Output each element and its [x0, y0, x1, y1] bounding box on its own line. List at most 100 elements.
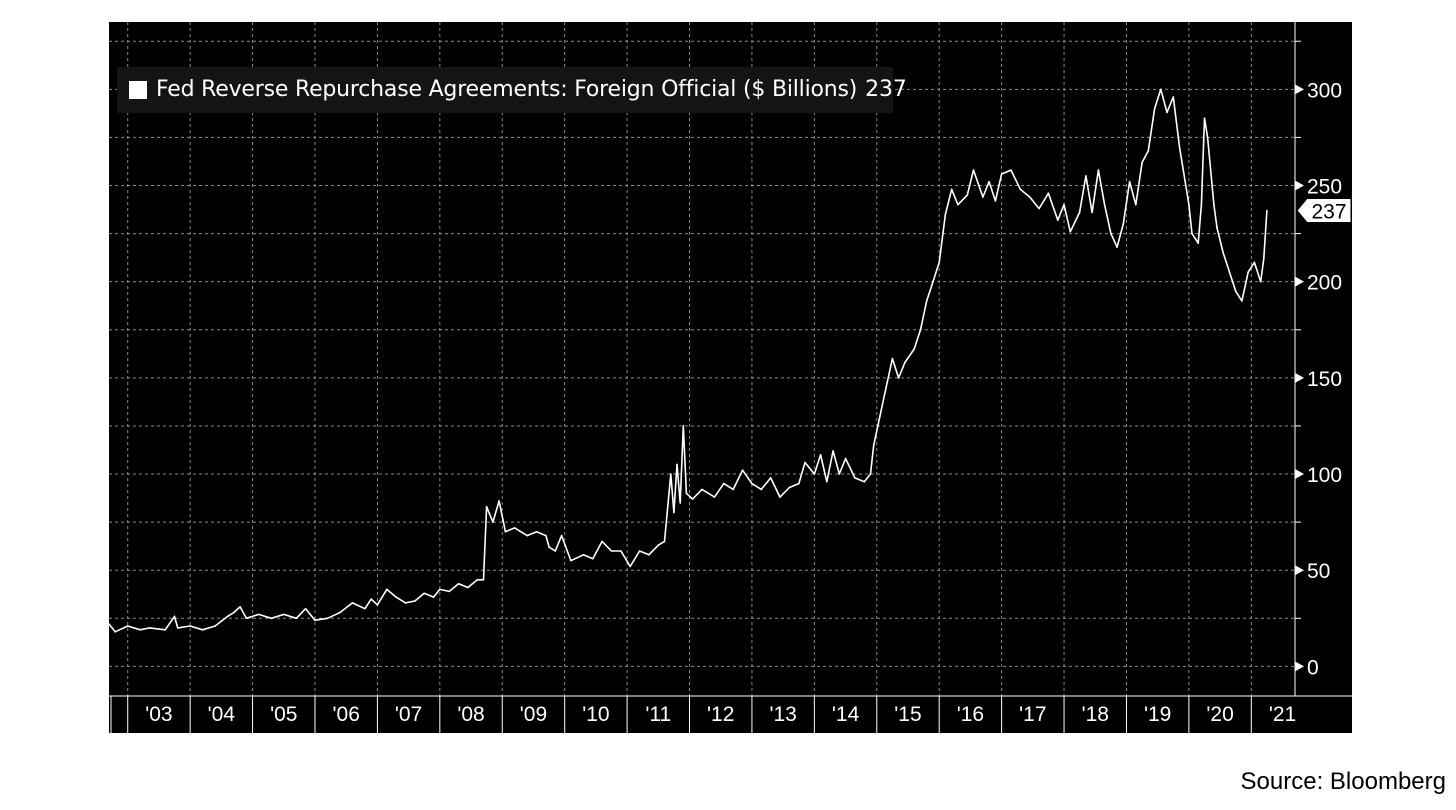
- data-point: [1172, 96, 1175, 98]
- chart-frame: 0 50 100 150 200 250 300 '03 '04 '05 '06 '07 '08 '09 '…: [109, 22, 1352, 733]
- y-tick-label: 50: [1307, 560, 1330, 583]
- data-point: [751, 482, 753, 485]
- data-point: [1213, 203, 1215, 206]
- data-point: [1253, 261, 1256, 264]
- data-point: [1263, 257, 1265, 260]
- data-point: [545, 534, 547, 537]
- data-point: [982, 196, 984, 198]
- x-tick-label: '07: [395, 703, 422, 726]
- data-point: [295, 617, 298, 620]
- data-point: [1135, 203, 1137, 206]
- data-point: [988, 180, 990, 183]
- data-point: [798, 482, 800, 485]
- data-point: [1222, 252, 1224, 254]
- data-point: [233, 611, 235, 614]
- x-tick-label: '09: [520, 703, 547, 726]
- legend-swatch: [129, 81, 147, 99]
- data-point: [813, 473, 816, 475]
- data-point: [670, 473, 672, 475]
- data-point: [1110, 232, 1112, 235]
- data-point: [1000, 173, 1003, 175]
- data-point: [723, 482, 725, 485]
- data-point: [904, 361, 906, 364]
- data-point: [432, 596, 435, 598]
- data-point: [504, 530, 507, 533]
- data-point: [1028, 196, 1031, 198]
- data-point: [283, 613, 285, 616]
- x-tick-label: '05: [270, 703, 297, 726]
- y-tick-marker: [1295, 180, 1304, 191]
- data-point: [448, 590, 451, 593]
- data-point: [679, 502, 681, 504]
- x-tick-label: '06: [333, 703, 360, 726]
- data-point: [804, 461, 806, 464]
- data-point: [1103, 203, 1106, 206]
- data-point: [582, 554, 585, 556]
- data-point: [457, 582, 460, 585]
- data-point: [176, 627, 179, 629]
- data-point: [819, 454, 822, 456]
- data-point: [919, 329, 922, 331]
- data-point: [1019, 188, 1022, 191]
- data-point: [1234, 290, 1237, 293]
- data-point: [189, 625, 191, 627]
- data-point: [245, 617, 248, 620]
- data-point: [1206, 136, 1209, 139]
- data-point: [467, 586, 469, 589]
- y-tick-marker: [1295, 276, 1304, 287]
- data-point: [554, 550, 557, 552]
- data-point: [938, 261, 940, 264]
- x-tick-label: '19: [1144, 703, 1171, 726]
- series-layer: [109, 88, 1268, 633]
- data-point: [114, 631, 116, 633]
- x-tick-label: '10: [582, 703, 609, 726]
- data-point: [1057, 219, 1059, 221]
- y-tick-marker: [1295, 84, 1304, 95]
- data-point: [863, 480, 866, 483]
- data-point: [648, 554, 650, 556]
- data-point: [713, 496, 716, 498]
- data-point: [838, 473, 841, 475]
- data-point: [732, 488, 734, 491]
- data-point: [326, 617, 329, 620]
- x-tick-label: '12: [707, 703, 734, 726]
- x-tick-label: '16: [957, 703, 984, 726]
- y-tick-marker: [1295, 565, 1304, 576]
- data-point: [339, 611, 341, 614]
- data-point: [1228, 271, 1231, 273]
- legend-label: Fed Reverse Repurchase Agreements: Forei…: [156, 77, 858, 102]
- x-tick-label: '04: [208, 703, 236, 726]
- data-point: [386, 588, 388, 591]
- data-point: [1160, 88, 1162, 91]
- data-point: [351, 602, 354, 604]
- data-point: [1038, 207, 1040, 210]
- data-point: [769, 477, 772, 479]
- data-point: [364, 607, 366, 610]
- x-tick-label: '13: [769, 703, 796, 726]
- data-point: [214, 625, 216, 627]
- data-point: [485, 505, 488, 508]
- y-tick-marker: [1295, 661, 1304, 672]
- data-point: [173, 615, 176, 618]
- data-point: [682, 425, 685, 427]
- data-point: [1063, 203, 1065, 206]
- data-point: [492, 521, 494, 523]
- data-point: [779, 496, 781, 498]
- x-tick-label: '11: [645, 703, 671, 726]
- data-point: [304, 607, 307, 610]
- data-point: [701, 488, 703, 491]
- data-point: [226, 615, 229, 618]
- data-point: [844, 457, 847, 460]
- y-tick-marker: [1295, 372, 1304, 383]
- x-tick-label: '17: [1019, 703, 1046, 726]
- data-point: [944, 213, 947, 216]
- data-point: [1147, 150, 1150, 152]
- data-point: [691, 498, 694, 500]
- data-point: [1266, 209, 1268, 212]
- y-tick-label: 100: [1307, 464, 1342, 487]
- legend-last-value: 237: [865, 77, 907, 102]
- legend: [117, 67, 893, 113]
- y-tick-label: 300: [1307, 79, 1342, 102]
- data-point: [832, 450, 834, 452]
- data-point: [879, 415, 881, 418]
